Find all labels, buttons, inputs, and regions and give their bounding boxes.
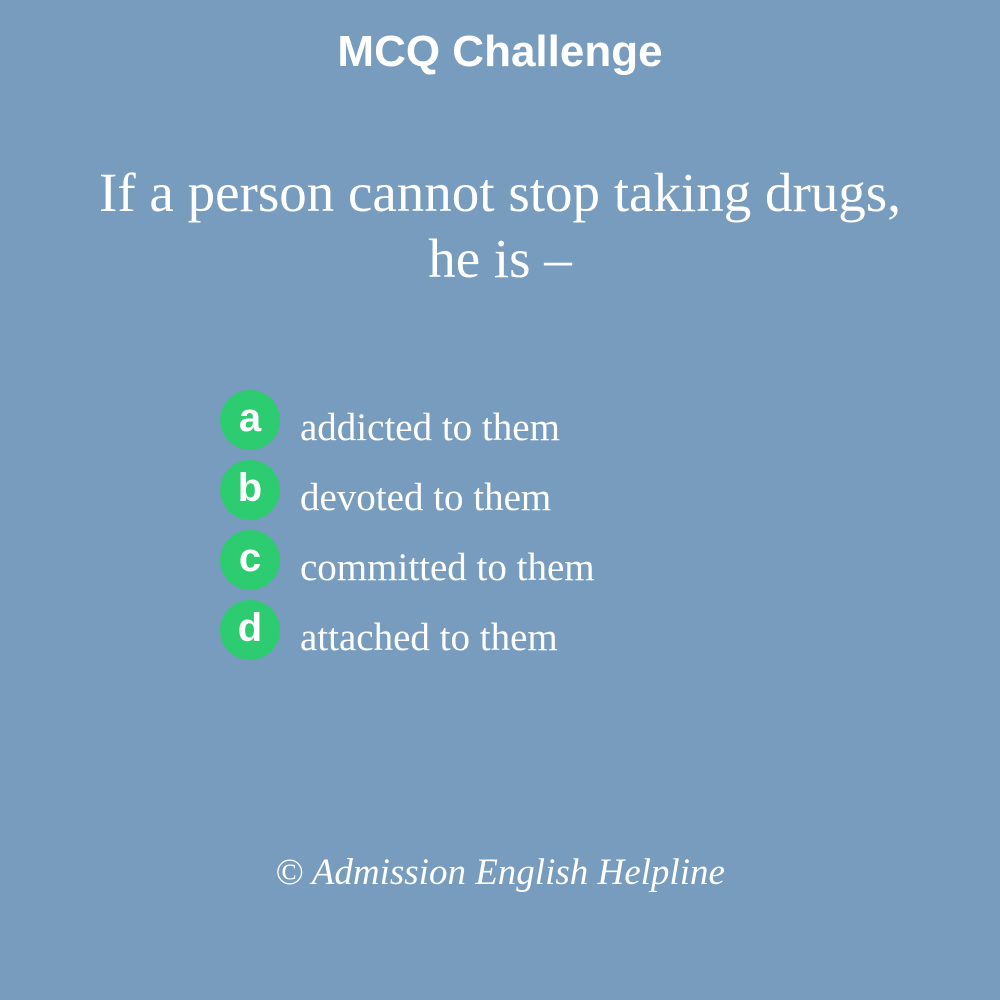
page-title: MCQ Challenge: [337, 27, 663, 76]
question-line-1: If a person cannot stop taking drugs,: [99, 162, 901, 223]
option-a-badge: a: [220, 390, 280, 450]
question-line-2: he is –: [428, 228, 572, 289]
option-d-badge: d: [220, 600, 280, 660]
option-a-text: addicted to them: [300, 406, 560, 449]
option-d-text: attached to them: [300, 616, 558, 659]
option-d[interactable]: d attached to them: [220, 600, 820, 670]
option-c[interactable]: c committed to them: [220, 530, 820, 600]
option-b-badge: b: [220, 460, 280, 520]
option-b[interactable]: b devoted to them: [220, 460, 820, 530]
option-c-text: committed to them: [300, 546, 595, 589]
question-text: If a person cannot stop taking drugs, he…: [10, 160, 990, 292]
copyright-footer: © Admission English Helpline: [275, 852, 725, 893]
option-c-badge: c: [220, 530, 280, 590]
options-list: a addicted to them b devoted to them c c…: [220, 390, 820, 670]
option-b-text: devoted to them: [300, 476, 552, 519]
option-a[interactable]: a addicted to them: [220, 390, 820, 460]
